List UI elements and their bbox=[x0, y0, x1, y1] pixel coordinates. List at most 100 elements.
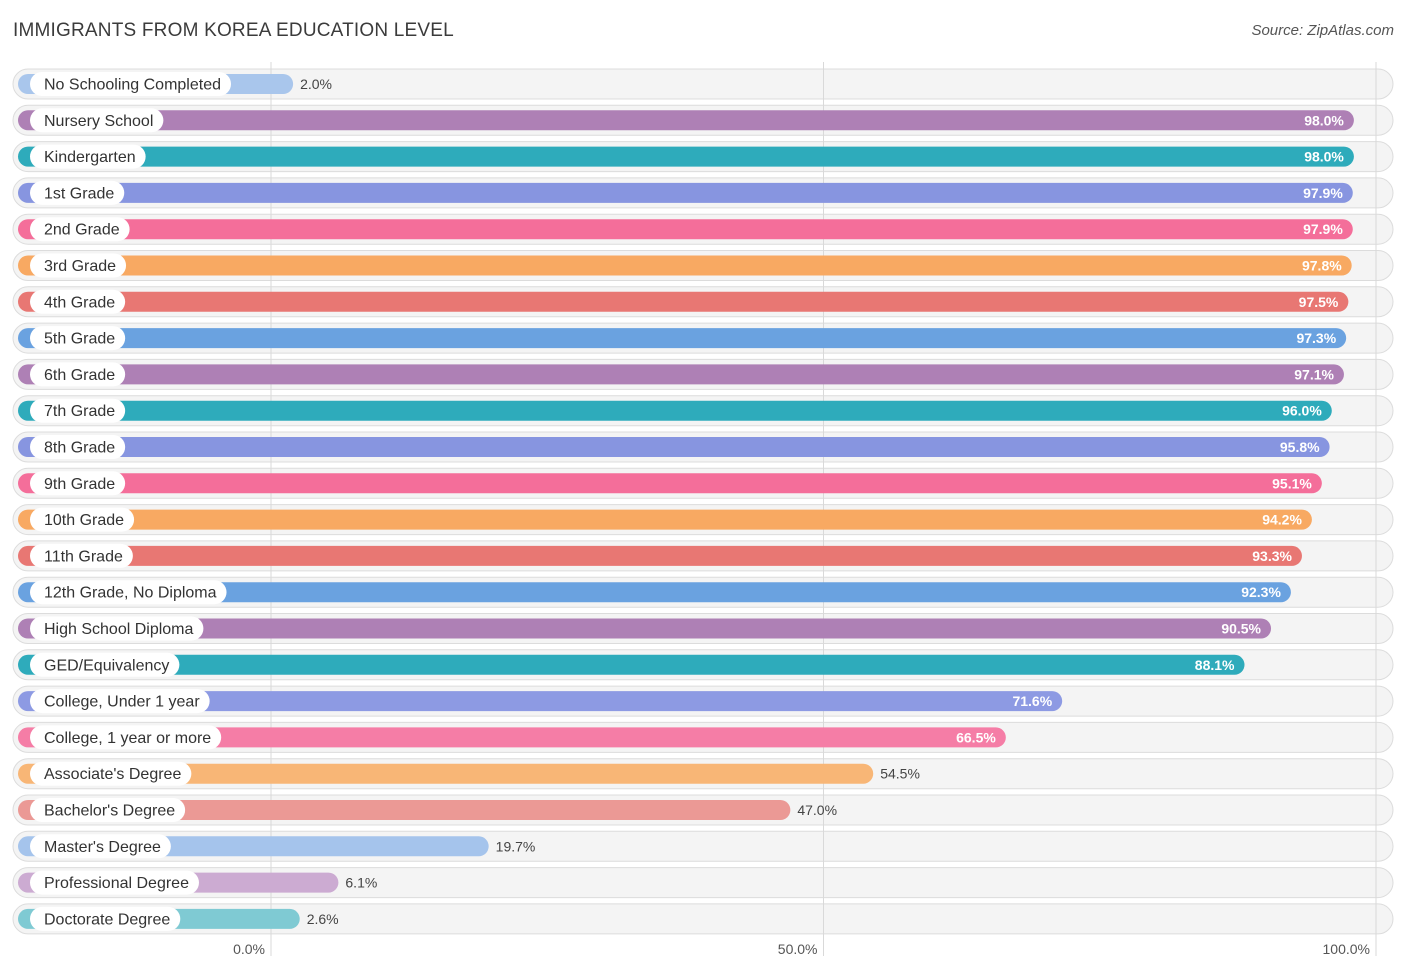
category-label: High School Diploma bbox=[44, 621, 194, 638]
x-tick-label: 100.0% bbox=[1323, 941, 1370, 957]
category-label: 4th Grade bbox=[44, 294, 115, 311]
bar-group: No Schooling Completed 2.0% bbox=[18, 72, 332, 96]
bar-group: 9th Grade 95.1% bbox=[18, 471, 1322, 496]
category-label-pill bbox=[30, 580, 227, 605]
value-label: 88.1% bbox=[1195, 657, 1235, 673]
bar bbox=[18, 618, 1272, 639]
category-label-pill bbox=[30, 217, 130, 242]
category-label-pill bbox=[30, 471, 126, 496]
category-label: No Schooling Completed bbox=[44, 77, 221, 94]
category-label: 2nd Grade bbox=[44, 222, 120, 239]
bar bbox=[18, 364, 1344, 385]
category-label-pill bbox=[30, 870, 199, 895]
value-label: 71.6% bbox=[1012, 693, 1052, 709]
category-label-pill bbox=[30, 652, 180, 677]
value-label: 98.0% bbox=[1304, 149, 1344, 165]
category-label: GED/Equivalency bbox=[44, 657, 169, 674]
bar-group: 1st Grade 97.9% bbox=[18, 180, 1353, 205]
chart-title: IMMIGRANTS FROM KOREA EDUCATION LEVEL bbox=[13, 20, 454, 41]
category-label-pill bbox=[30, 689, 210, 714]
category-label-pill bbox=[30, 108, 164, 133]
bar bbox=[18, 255, 1352, 276]
bar bbox=[18, 291, 1349, 312]
value-label: 97.8% bbox=[1302, 258, 1342, 274]
value-label: 66.5% bbox=[956, 729, 996, 745]
value-label: 2.0% bbox=[300, 76, 332, 92]
bar-group: 11th Grade 93.3% bbox=[18, 543, 1302, 568]
category-label: 6th Grade bbox=[44, 367, 115, 384]
category-label: 3rd Grade bbox=[44, 258, 116, 275]
bar-group: 3rd Grade 97.8% bbox=[18, 253, 1352, 278]
bar-group: 2nd Grade 97.9% bbox=[18, 217, 1353, 242]
category-label-pill bbox=[30, 289, 126, 314]
bar-group: 12th Grade, No Diploma 92.3% bbox=[18, 580, 1291, 605]
category-label-pill bbox=[30, 543, 133, 568]
value-label: 92.3% bbox=[1241, 584, 1281, 600]
bar-group: Professional Degree 6.1% bbox=[18, 870, 377, 895]
category-label-pill bbox=[30, 144, 146, 169]
value-label: 93.3% bbox=[1252, 548, 1292, 564]
bar-group: 5th Grade 97.3% bbox=[18, 326, 1347, 351]
category-label: Associate's Degree bbox=[44, 766, 181, 783]
bar-group: Kindergarten 98.0% bbox=[18, 144, 1354, 169]
value-label: 95.1% bbox=[1272, 475, 1312, 491]
x-tick-label: 0.0% bbox=[233, 941, 265, 957]
bar bbox=[18, 146, 1354, 167]
category-label: 1st Grade bbox=[44, 185, 114, 202]
bar bbox=[18, 763, 874, 784]
bar bbox=[18, 727, 1006, 748]
value-label: 47.0% bbox=[797, 802, 837, 818]
bar-group: GED/Equivalency 88.1% bbox=[18, 652, 1245, 677]
bar bbox=[18, 219, 1353, 240]
category-label-pill bbox=[30, 253, 127, 278]
bar-group: 10th Grade 94.2% bbox=[18, 507, 1312, 532]
category-label-pill bbox=[30, 326, 126, 351]
bar-group: 7th Grade 96.0% bbox=[18, 398, 1332, 423]
value-label: 97.9% bbox=[1303, 185, 1343, 201]
category-label-pill bbox=[30, 725, 222, 750]
bar-group: 6th Grade 97.1% bbox=[18, 362, 1344, 387]
category-label: Kindergarten bbox=[44, 149, 136, 166]
bar bbox=[18, 110, 1354, 131]
row-background bbox=[12, 903, 1394, 935]
category-label: 8th Grade bbox=[44, 440, 115, 457]
bar-group: College, 1 year or more 66.5% bbox=[18, 725, 1006, 750]
bar-group: Bachelor's Degree 47.0% bbox=[18, 798, 837, 822]
bar bbox=[18, 545, 1302, 566]
bar bbox=[18, 654, 1245, 675]
category-label-pill bbox=[30, 761, 192, 786]
bar bbox=[18, 691, 1063, 712]
row-background bbox=[12, 867, 1394, 899]
category-label-pill bbox=[30, 72, 231, 96]
category-label: 10th Grade bbox=[44, 512, 124, 529]
category-label-pill bbox=[30, 435, 126, 459]
bar bbox=[18, 473, 1322, 494]
bar-group: Master's Degree 19.7% bbox=[18, 834, 535, 859]
category-label: Professional Degree bbox=[44, 875, 189, 892]
category-label: 12th Grade, No Diploma bbox=[44, 585, 217, 602]
category-label: 7th Grade bbox=[44, 403, 115, 420]
value-label: 97.9% bbox=[1303, 221, 1343, 237]
category-label-pill bbox=[30, 507, 135, 532]
bars: No Schooling Completed 2.0% Nursery School… bbox=[18, 72, 1354, 931]
bar-group: College, Under 1 year 71.6% bbox=[18, 689, 1063, 714]
category-label: College, Under 1 year bbox=[44, 694, 200, 711]
bar bbox=[18, 182, 1353, 203]
value-label: 97.3% bbox=[1296, 330, 1336, 346]
row-background bbox=[12, 68, 1394, 100]
bar-group: Nursery School 98.0% bbox=[18, 108, 1354, 133]
category-label: 11th Grade bbox=[44, 548, 123, 565]
category-label: Bachelor's Degree bbox=[44, 803, 175, 820]
category-label-pill bbox=[30, 798, 186, 822]
category-label-pill bbox=[30, 180, 125, 205]
value-label: 54.5% bbox=[880, 766, 920, 782]
bar bbox=[18, 509, 1312, 530]
bar-group: Doctorate Degree 2.6% bbox=[18, 906, 339, 931]
bar bbox=[18, 400, 1332, 421]
category-label: College, 1 year or more bbox=[44, 730, 211, 747]
category-label-pill bbox=[30, 616, 204, 641]
value-label: 96.0% bbox=[1282, 403, 1322, 419]
value-label: 2.6% bbox=[307, 911, 339, 927]
value-label: 94.2% bbox=[1262, 512, 1302, 528]
